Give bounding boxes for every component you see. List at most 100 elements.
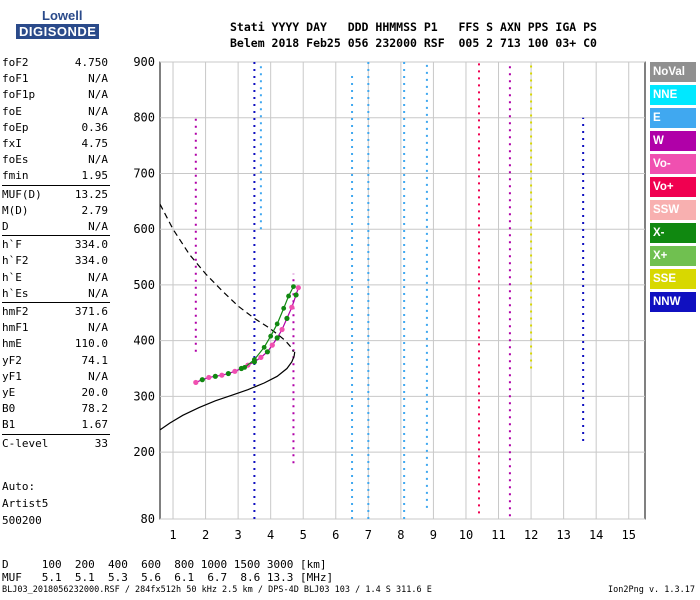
param-row: fmin 1.95 (2, 169, 108, 185)
x-trace-point (286, 293, 291, 299)
y-tick-label: 400 (133, 334, 155, 348)
param-name: foEs (2, 153, 29, 167)
x-tick-label: 12 (524, 528, 538, 542)
param-value: N/A (88, 72, 108, 86)
x-tick-label: 11 (491, 528, 505, 542)
param-row: M(D) 2.79 (2, 204, 108, 220)
param-row: yE 20.0 (2, 386, 108, 402)
extrapolated-profile (159, 203, 294, 353)
muf-values: 5.1 5.1 5.3 5.6 6.1 6.7 8.6 13.3 [MHz] (41, 571, 334, 584)
x-tick-label: 1 (169, 528, 176, 542)
param-name: foF1p (2, 88, 36, 102)
distance-row: D 100 200 400 600 800 1000 1500 3000 [km… (2, 558, 327, 571)
param-value: N/A (88, 270, 108, 284)
o-trace-point (264, 349, 271, 355)
legend-item: E (650, 108, 696, 128)
param-value: 0.36 (81, 120, 109, 134)
param-row: MUF(D) 13.25 (2, 188, 108, 204)
param-row: foEs N/A (2, 153, 108, 169)
param-value: 74.1 (81, 353, 109, 367)
param-value: N/A (88, 286, 108, 300)
param-value: N/A (88, 88, 108, 102)
param-separator (2, 235, 110, 237)
param-name: MUF(D) (2, 187, 42, 201)
o-trace-point (269, 342, 275, 348)
param-name: hmF2 (2, 305, 29, 318)
param-name: C-level (2, 436, 49, 450)
x-tick-label: 7 (365, 528, 372, 542)
param-value: N/A (88, 104, 108, 118)
param-name: M(D) (2, 203, 29, 217)
param-row: yF1 N/A (2, 370, 108, 386)
param-name: B1 (2, 418, 16, 432)
param-value: 334.0 (74, 238, 108, 252)
legend-item: Vo+ (650, 177, 696, 197)
o-trace-point (289, 304, 295, 310)
auto-version: 500200 (2, 514, 42, 527)
param-name: yF1 (2, 369, 22, 383)
param-row: hmE 110.0 (2, 337, 108, 353)
x-tick-label: 13 (556, 528, 570, 542)
y-tick-label: 200 (133, 445, 155, 459)
param-name: yE (2, 386, 16, 399)
param-value: 20.0 (81, 386, 109, 399)
param-value: 334.0 (74, 254, 108, 268)
param-row: D N/A (2, 220, 108, 236)
o-trace-point (232, 368, 238, 374)
param-name: hmF1 (2, 321, 29, 335)
distance-label: D (2, 558, 9, 571)
o-trace-point (219, 372, 225, 378)
x-tick-label: 8 (397, 528, 404, 542)
muf-row: MUF 5.1 5.1 5.3 5.6 6.1 6.7 8.6 13.3 [MH… (2, 571, 333, 584)
x-trace-point (261, 344, 267, 350)
x-trace-point (274, 321, 280, 327)
x-tick-label: 14 (589, 528, 603, 542)
o-trace-point (225, 370, 231, 377)
legend: NoVal NNE E W Vo- Vo+ SSW X- X+ SSE NNW (650, 62, 696, 315)
legend-item: NNE (650, 85, 696, 105)
param-separator (2, 184, 110, 186)
o-trace-point (258, 354, 264, 360)
x-trace-point (291, 284, 296, 289)
y-tick-label: 300 (133, 389, 155, 403)
param-row: h`F 334.0 (2, 238, 108, 254)
footer-version: Ion2Png v. 1.3.17 (608, 585, 695, 595)
param-row: foF1p N/A (2, 88, 108, 104)
legend-item: SSW (650, 200, 696, 220)
header-values: Belem 2018 Feb25 056 232000 RSF 005 2 71… (230, 36, 597, 50)
o-trace-point (284, 315, 290, 321)
param-value: N/A (88, 220, 108, 233)
o-trace-point (295, 285, 301, 291)
param-name: foE (2, 104, 22, 118)
param-row: fxI 4.75 (2, 137, 108, 153)
param-name: foEp (2, 120, 29, 134)
param-separator (2, 433, 110, 435)
plot-frame (159, 61, 646, 520)
x-tick-label: 5 (300, 528, 307, 542)
x-trace-curve (244, 286, 294, 368)
y-tick-label: 900 (133, 55, 155, 69)
footer-file-info: BLJ03_2018056232000.RSF / 284fx512h 50 k… (2, 585, 432, 595)
logo-text-lowell: Lowell (42, 8, 83, 23)
param-row: foE N/A (2, 105, 108, 121)
o-trace-point (293, 292, 299, 298)
o-trace-point (279, 326, 285, 333)
o-trace-point (206, 374, 212, 381)
param-row: B1 1.67 (2, 418, 108, 434)
y-tick-label: 800 (133, 111, 155, 125)
o-trace-point (193, 379, 199, 386)
param-row: foEp 0.36 (2, 121, 108, 137)
x-tick-label: 3 (235, 528, 242, 542)
param-value: 371.6 (74, 305, 108, 318)
param-row: foF1 N/A (2, 72, 108, 88)
y-tick-label: 500 (133, 278, 155, 292)
legend-item: Vo- (650, 154, 696, 174)
o-trace-point (212, 373, 218, 379)
param-value: 4.75 (81, 137, 109, 150)
param-row: foF2 4.750 (2, 56, 108, 72)
x-trace-point (251, 357, 257, 363)
param-value: N/A (88, 321, 108, 335)
muf-label: MUF (2, 571, 22, 584)
param-separator (2, 302, 110, 303)
param-name: yF2 (2, 353, 22, 367)
